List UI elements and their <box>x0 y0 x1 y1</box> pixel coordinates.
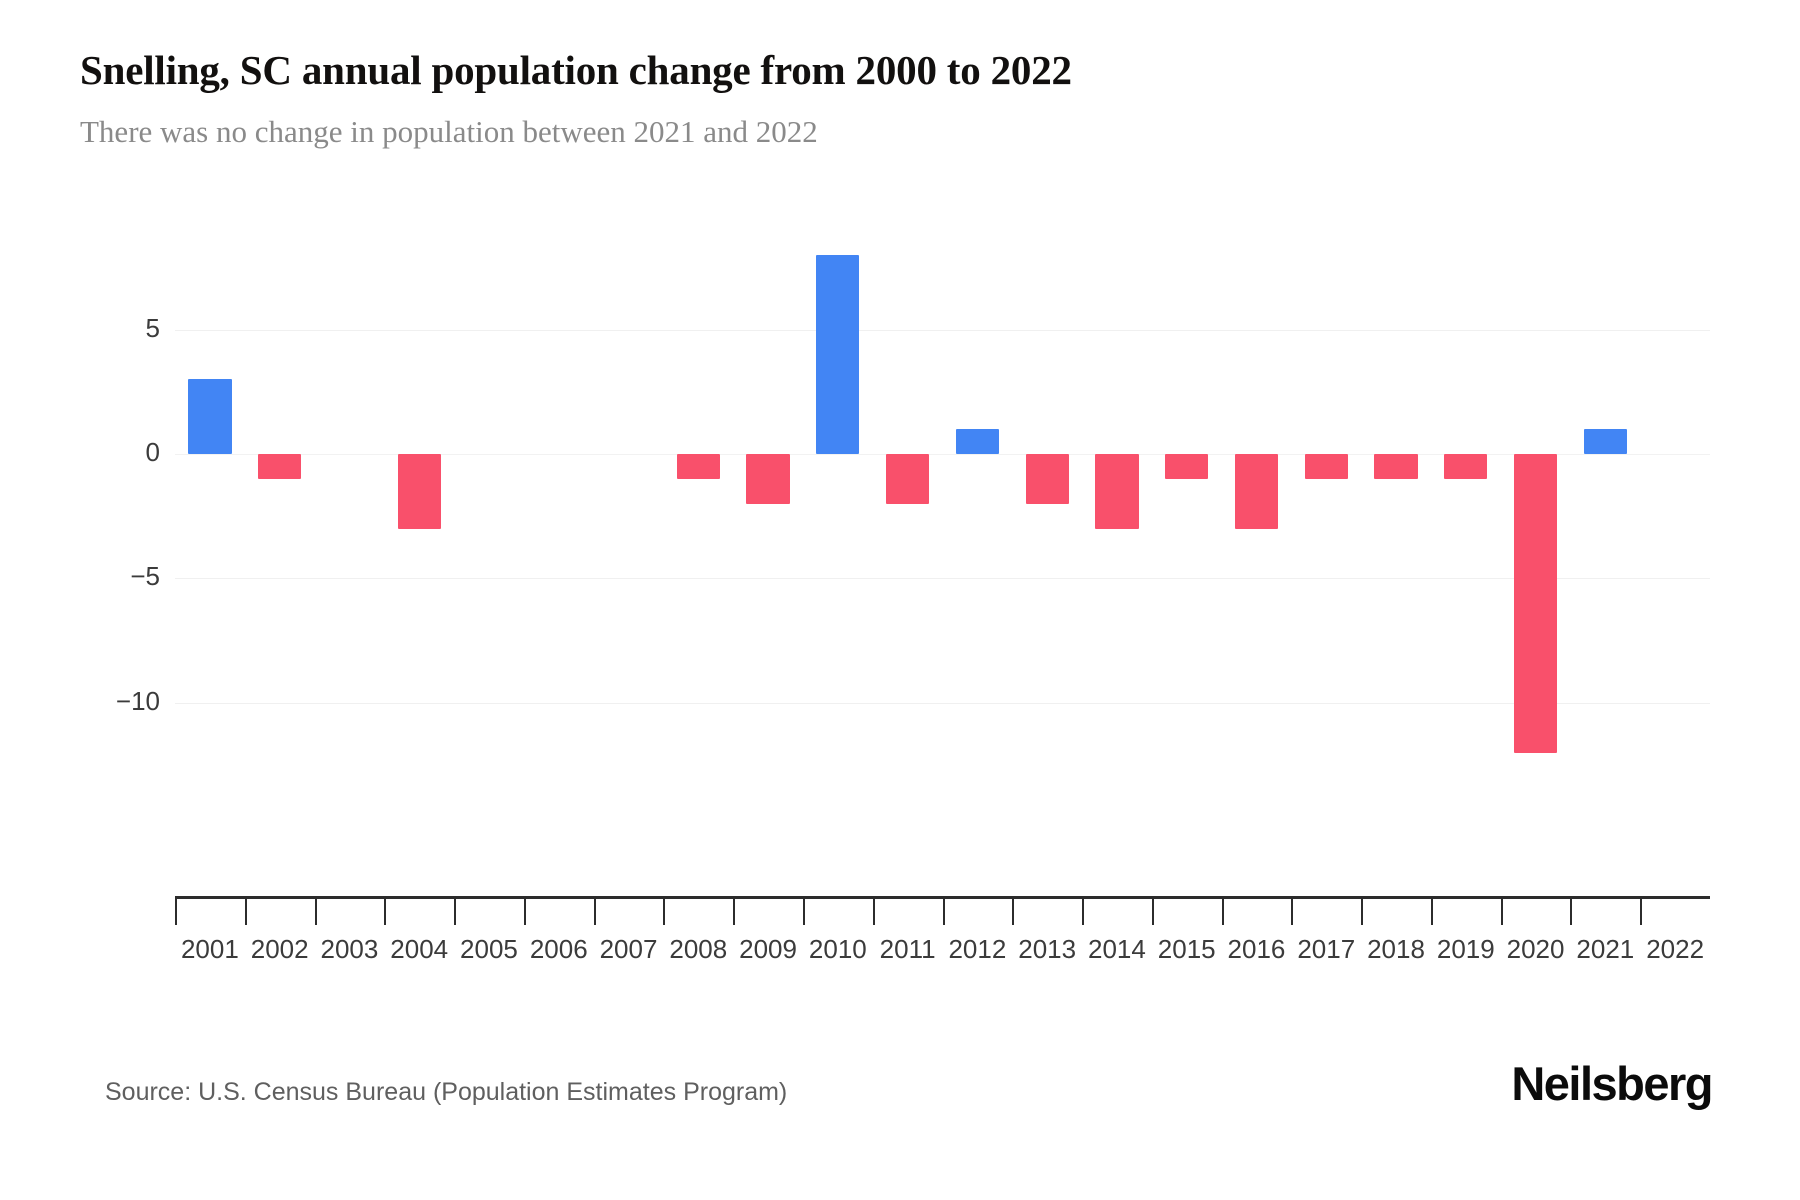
x-axis-tick-label: 2018 <box>1367 934 1425 964</box>
x-axis-tick-label: 2006 <box>529 934 588 964</box>
y-axis-tick-label: 5 <box>145 312 160 343</box>
x-axis-tick-label: 2009 <box>739 934 797 964</box>
x-axis-tick-label: 2001 <box>180 934 239 964</box>
x-axis-tick <box>593 899 596 925</box>
x-axis-tick <box>314 899 317 925</box>
bar[interactable] <box>1513 454 1558 753</box>
bar[interactable] <box>1444 454 1488 479</box>
x-axis-tick <box>1291 899 1294 925</box>
gridline <box>175 578 1710 580</box>
bar[interactable] <box>258 454 302 479</box>
x-axis-line <box>175 896 1710 899</box>
x-axis-tick <box>1082 899 1085 925</box>
zero-gridline <box>175 454 1710 455</box>
x-axis-tick-label: 2010 <box>808 934 867 964</box>
x-axis-tick <box>663 899 666 925</box>
bar[interactable] <box>397 454 441 529</box>
x-axis-tick <box>1361 899 1364 925</box>
x-axis-tick-label: 2011 <box>879 934 936 964</box>
x-axis-tick-label: 2019 <box>1436 934 1495 964</box>
x-axis-tick-label: 2017 <box>1297 934 1356 964</box>
x-axis-tick <box>1151 899 1154 925</box>
page-title: Snelling, SC annual population change fr… <box>80 47 1072 93</box>
brand-logo: Neilsberg <box>1511 1057 1713 1110</box>
bar[interactable] <box>1165 454 1209 479</box>
x-axis-tick-label: 2012 <box>948 934 1007 964</box>
y-axis-tick-label: −5 <box>130 561 160 592</box>
x-axis-tick-label: 2013 <box>1018 934 1077 964</box>
x-axis-tick <box>1570 899 1573 925</box>
bar[interactable] <box>188 379 232 454</box>
x-axis-tick-label: 2003 <box>320 934 379 964</box>
bar[interactable] <box>885 454 930 504</box>
x-axis-tick <box>244 899 247 925</box>
bar[interactable] <box>955 429 999 454</box>
x-axis-tick-label: 2002 <box>250 934 309 964</box>
x-axis-tick <box>872 899 875 925</box>
bar[interactable] <box>1374 454 1418 479</box>
x-axis-tick <box>1430 899 1433 925</box>
x-axis-tick-label: 2020 <box>1506 934 1565 964</box>
x-axis-tick-label: 2022 <box>1646 934 1705 964</box>
source-note: Source: U.S. Census Bureau (Population E… <box>105 1078 788 1106</box>
x-axis-tick <box>1221 899 1224 925</box>
x-axis-tick <box>1640 899 1643 925</box>
x-axis-tick-label: 2014 <box>1088 934 1146 964</box>
chart-header: Snelling, SC annual population change fr… <box>80 47 1720 150</box>
x-axis-tick <box>1500 899 1503 925</box>
bar[interactable] <box>746 454 790 504</box>
x-axis-tick-label: 2021 <box>1576 934 1635 964</box>
chart-subtitle: There was no change in population betwee… <box>80 114 818 150</box>
bar[interactable] <box>816 254 860 454</box>
x-axis-tick <box>523 899 526 925</box>
bar[interactable] <box>1234 454 1279 529</box>
x-axis-tick <box>1012 899 1015 925</box>
y-axis-tick-label: −10 <box>115 685 160 716</box>
bar[interactable] <box>1025 454 1069 504</box>
x-axis-tick-label: 2008 <box>669 934 728 964</box>
x-axis-tick <box>733 899 736 925</box>
bars-group <box>175 0 1710 1200</box>
x-axis-tick-label: 2015 <box>1157 934 1216 964</box>
y-axis-tick-label: 0 <box>145 437 160 467</box>
x-axis-tick-label: 2005 <box>460 934 518 964</box>
gridline <box>175 702 1710 704</box>
x-axis-tick <box>454 899 457 925</box>
x-axis-tick <box>175 899 177 925</box>
bar[interactable] <box>1583 429 1627 454</box>
x-axis-tick-label: 2004 <box>390 934 449 964</box>
x-axis-tick-label: 2016 <box>1227 934 1286 964</box>
x-axis-tick <box>384 899 387 925</box>
x-axis-tick-label: 2007 <box>599 934 658 964</box>
bar[interactable] <box>1304 454 1348 479</box>
x-axis-tick <box>802 899 805 925</box>
x-axis-tick <box>942 899 945 925</box>
gridline <box>175 329 1710 331</box>
bar[interactable] <box>676 454 720 479</box>
bar[interactable] <box>1095 454 1139 529</box>
